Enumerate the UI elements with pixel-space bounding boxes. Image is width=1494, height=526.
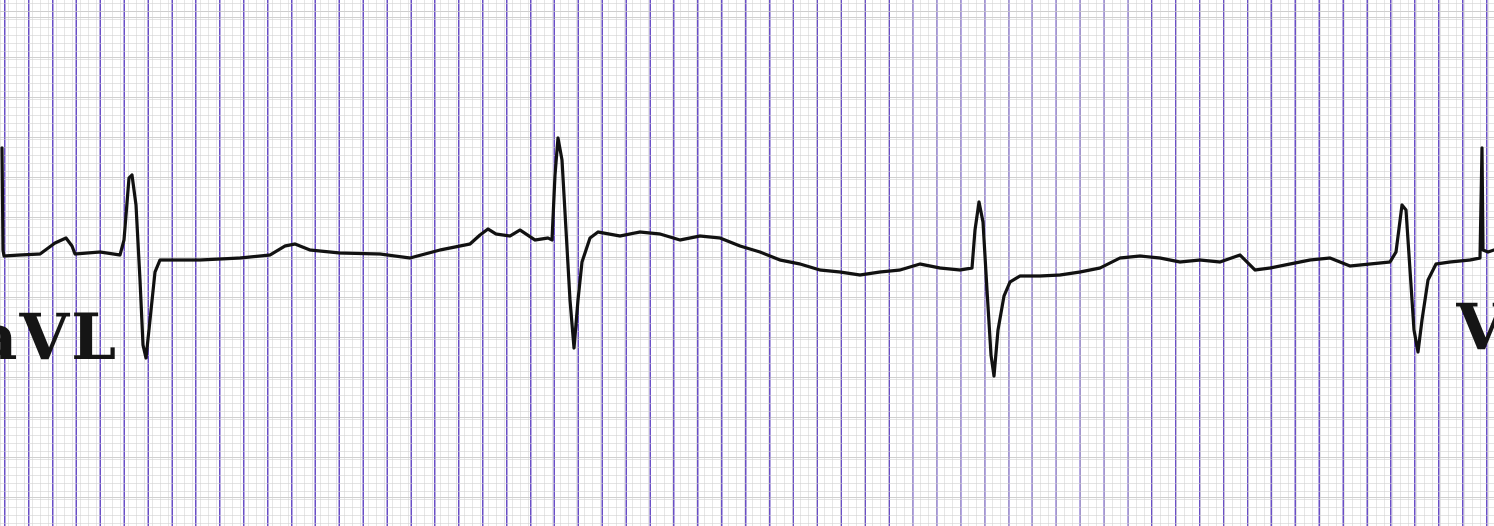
ecg-trace-line	[0, 136, 1494, 378]
lead-label-left: aVL	[0, 300, 119, 375]
lead-label-right: V	[1456, 296, 1494, 360]
